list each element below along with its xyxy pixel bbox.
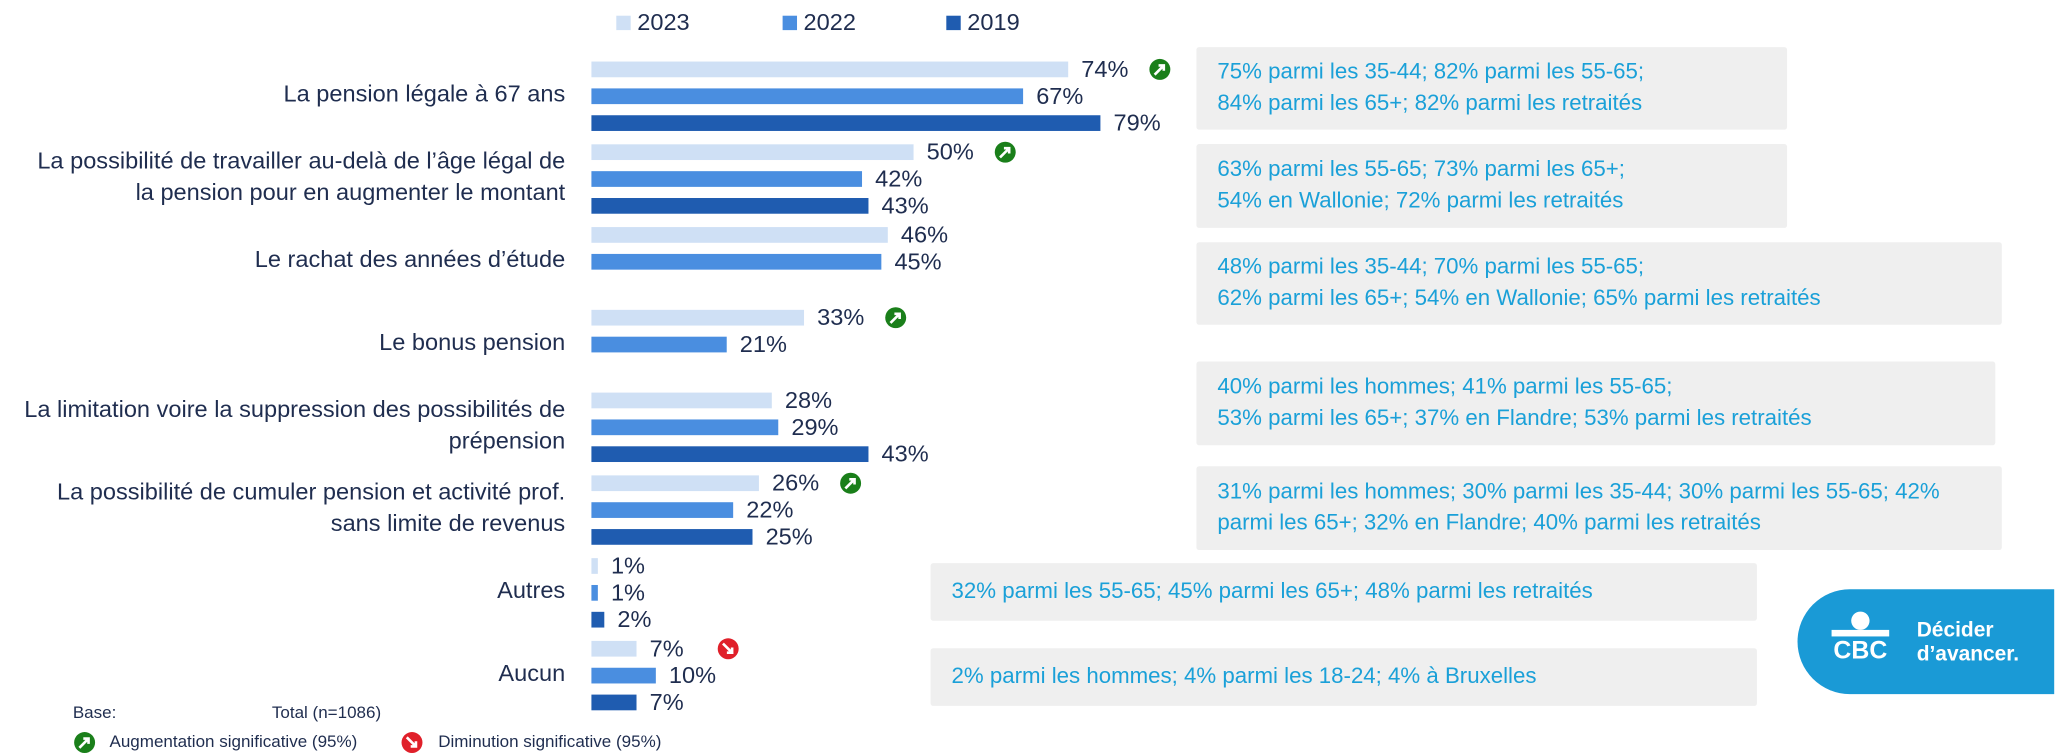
legend-swatch: [782, 15, 798, 31]
value-label: 1%: [611, 553, 645, 579]
significance-arrow: [999, 146, 1011, 159]
bar: [591, 171, 863, 187]
value-label: 7%: [650, 689, 684, 715]
note-text: 2% parmi les hommes; 4% parmi les 18-24;…: [952, 663, 1537, 688]
category-label: La limitation voire la suppression des p…: [24, 396, 565, 453]
value-label: 25%: [766, 523, 813, 549]
bar: [591, 227, 888, 243]
value-label: 45%: [894, 248, 941, 274]
logo: CBC Décider d’avancer.: [1797, 589, 2055, 695]
value-label: 28%: [785, 387, 832, 413]
value-label: 1%: [611, 579, 645, 605]
bar: [591, 640, 637, 657]
note-text: 48% parmi les 35-44; 70% parmi les 55-65…: [1217, 254, 1644, 279]
significance-arrow: [1153, 64, 1166, 76]
note-text: 84% parmi les 65+; 82% parmi les retrait…: [1217, 90, 1642, 115]
base-value: Total (n=1086): [272, 703, 381, 722]
note-text: 53% parmi les 65+; 37% en Flandre; 53% p…: [1217, 405, 1811, 430]
bar: [591, 667, 656, 684]
note-text: parmi les 65+; 32% en Flandre; 40% parmi…: [1217, 510, 1761, 535]
bar: [591, 253, 882, 270]
note-box: [1196, 242, 2002, 325]
category-label: Le rachat des années d’étude: [255, 246, 565, 272]
value-label: 79%: [1114, 110, 1161, 136]
legend-up-text: Augmentation significative (95%): [109, 732, 357, 751]
value-label: 43%: [882, 441, 929, 467]
bar: [591, 529, 753, 545]
bar: [591, 309, 805, 326]
bar: [591, 144, 914, 161]
bar: [591, 88, 1024, 105]
bar: [591, 419, 779, 436]
bar: [591, 61, 1069, 78]
note-box: [1196, 47, 1788, 130]
legend-label: 2019: [967, 9, 1019, 35]
category-label: La possibilité de travailler au-delà de …: [37, 148, 565, 205]
bar: [591, 198, 869, 214]
bar: [591, 694, 637, 711]
bar: [591, 475, 759, 492]
legend-label: 2022: [804, 9, 856, 35]
bar: [591, 502, 734, 518]
value-label: 74%: [1081, 56, 1128, 82]
legend-down-text: Diminution significative (95%): [438, 732, 661, 751]
bar: [591, 611, 605, 628]
value-label: 67%: [1036, 83, 1083, 109]
note-text: 63% parmi les 55-65; 73% parmi les 65+;: [1217, 156, 1625, 181]
significance-arrow: [722, 642, 734, 654]
bar: [591, 446, 869, 463]
category-label: Autres: [497, 577, 565, 603]
base-label: Base:: [73, 703, 117, 722]
logo-text: d’avancer.: [1917, 642, 2019, 665]
value-label: 33%: [817, 304, 864, 330]
note-text: 32% parmi les 55-65; 45% parmi les 65+; …: [952, 578, 1593, 603]
value-label: 10%: [669, 662, 716, 688]
bar: [591, 558, 598, 574]
logo-icon: [1851, 611, 1870, 630]
note-text: 75% parmi les 35-44; 82% parmi les 55-65…: [1217, 59, 1644, 84]
logo-icon: [1831, 629, 1890, 637]
logo-text: Décider: [1917, 619, 1994, 642]
bar: [591, 115, 1101, 131]
category-label: La possibilité de cumuler pension et act…: [57, 479, 565, 536]
category-label: La pension légale à 67 ans: [284, 81, 566, 107]
value-label: 42%: [875, 166, 922, 192]
value-label: 50%: [927, 139, 974, 165]
note-box: [1196, 466, 2002, 551]
value-label: 46%: [901, 221, 948, 247]
note-box: [1196, 144, 1788, 228]
legend-label: 2023: [637, 9, 689, 35]
category-label: Le bonus pension: [379, 329, 565, 355]
bar: [591, 584, 598, 601]
category-label: Aucun: [498, 660, 565, 686]
note-text: 31% parmi les hommes; 30% parmi les 35-4…: [1217, 478, 1939, 503]
note-text: 62% parmi les 65+; 54% en Wallonie; 65% …: [1217, 285, 1820, 310]
note-box: [930, 648, 1757, 706]
value-label: 2%: [617, 606, 651, 632]
value-label: 29%: [791, 414, 838, 440]
significance-arrow: [844, 477, 856, 490]
legend-swatch: [946, 15, 961, 31]
note-text: 40% parmi les hommes; 41% parmi les 55-6…: [1217, 374, 1672, 399]
value-label: 22%: [746, 497, 793, 523]
value-label: 43%: [882, 192, 929, 218]
note-box: [1196, 361, 1996, 446]
significance-arrow: [889, 312, 901, 324]
value-label: 7%: [650, 635, 684, 661]
bar: [591, 392, 772, 409]
logo-mark: CBC: [1833, 637, 1887, 665]
value-label: 21%: [740, 331, 787, 357]
bar: [591, 336, 727, 353]
legend-swatch: [616, 15, 631, 31]
note-text: 54% en Wallonie; 72% parmi les retraités: [1217, 188, 1623, 213]
note-box: [930, 563, 1757, 621]
significance-arrow: [78, 737, 90, 749]
value-label: 26%: [772, 470, 819, 496]
significance-arrow: [405, 736, 418, 748]
